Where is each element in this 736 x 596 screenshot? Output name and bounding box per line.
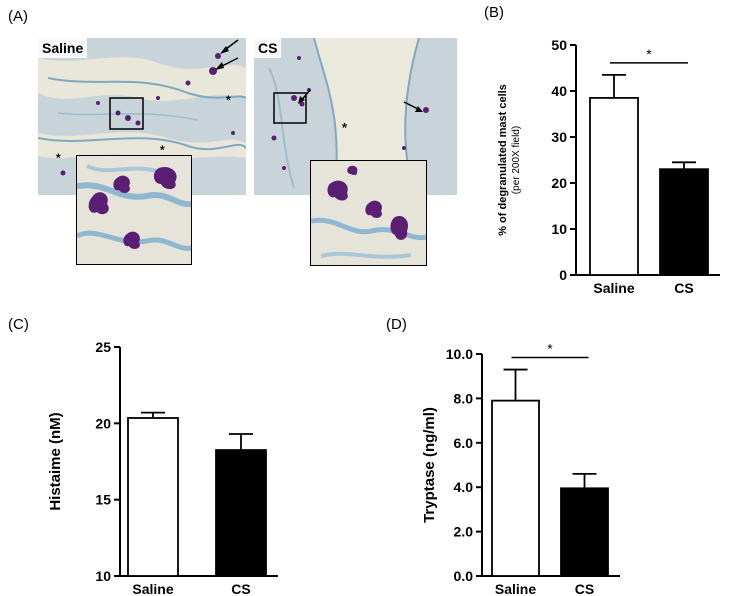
y-axis-label: % of degranulated mast cells <box>497 84 509 236</box>
micrograph-cs-inset-image <box>311 161 426 265</box>
y-tick-label: 50 <box>551 37 567 53</box>
x-tick-label: CS <box>674 280 693 296</box>
x-tick-label: Saline <box>593 280 634 296</box>
chart-d: 0.0 2.0 4.0 6.0 8.0 10.0 Tryptase (ng/ml) Salin… <box>421 341 620 595</box>
y-tick-label: 40 <box>551 83 567 99</box>
panel-label-b: (B) <box>484 4 504 21</box>
asterisk-mark: * <box>226 93 231 107</box>
bar-saline <box>491 399 540 577</box>
y-tick-label: 20 <box>551 175 567 191</box>
y-tick-label: 30 <box>551 129 567 145</box>
x-tick-label: CS <box>575 581 594 595</box>
panel-label-c: (C) <box>8 316 29 333</box>
y-axis-label: Histaime (nM) <box>47 412 64 510</box>
y-tick-label: 10 <box>551 221 567 237</box>
x-tick-label: Saline <box>495 581 536 595</box>
micrograph-cs-inset <box>310 160 427 266</box>
micrograph-saline-inset <box>76 155 192 265</box>
x-tick-label: Saline <box>132 581 173 595</box>
micrograph-saline-label: Saline <box>38 38 88 58</box>
y-tick-label: 2.0 <box>454 524 474 540</box>
panel-label-d: (D) <box>386 316 407 333</box>
micrograph-cs-label: CS <box>254 38 282 58</box>
y-tick-label: 0.0 <box>454 568 474 584</box>
bar-cs <box>215 449 267 577</box>
y-tick-label: 6.0 <box>454 435 474 451</box>
significance-mark: * <box>547 341 553 357</box>
bar-cs <box>659 168 709 276</box>
y-tick-label: 8.0 <box>454 390 474 406</box>
y-tick-label: 25 <box>95 339 111 355</box>
y-axis-label: Tryptase (ng/ml) <box>421 407 438 523</box>
bar-cs <box>560 487 609 577</box>
asterisk-mark: * <box>342 120 348 135</box>
chart-b: 0 10 20 30 40 50 % of degranulated mast cells(… <box>497 37 720 296</box>
micrograph-saline-inset-image <box>77 156 191 264</box>
y-tick-label: 4.0 <box>454 479 474 495</box>
y-tick-label: 20 <box>95 415 111 431</box>
y-axis-sublabel: (per 200X field) <box>511 126 522 194</box>
x-tick-label: CS <box>231 581 250 595</box>
asterisk-mark: * <box>56 151 61 165</box>
y-tick-label: 0 <box>559 267 567 283</box>
panel-label-a: (A) <box>8 8 28 25</box>
asterisk-mark: * <box>160 143 165 157</box>
y-tick-label: 10.0 <box>446 346 473 362</box>
y-tick-label: 10 <box>95 568 111 584</box>
significance-mark: * <box>646 46 652 62</box>
bar-saline <box>589 97 639 276</box>
y-tick-label: 15 <box>95 492 111 508</box>
bar-saline <box>127 417 179 577</box>
chart-c: 10 15 20 25 Histaime (nM) Saline CS <box>47 339 278 595</box>
